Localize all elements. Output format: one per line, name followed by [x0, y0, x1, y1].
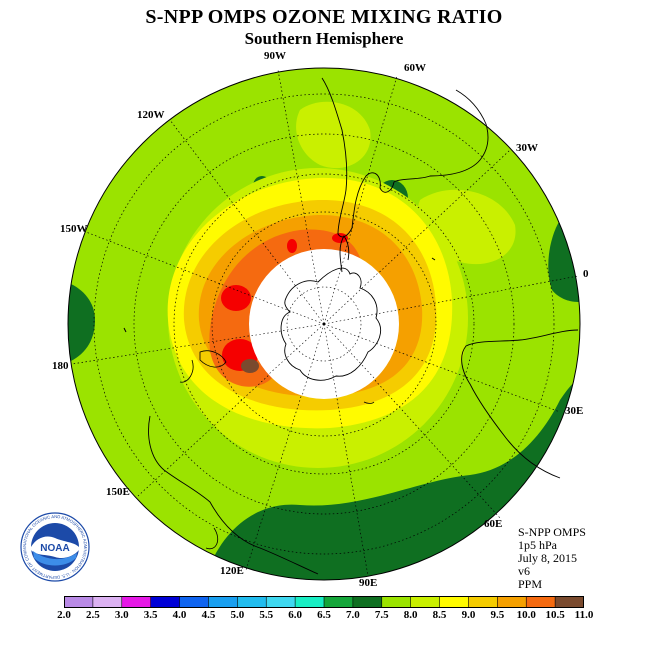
colorbar-tick-label: 10.0	[516, 609, 536, 621]
lon-label-150e: 150E	[106, 486, 130, 498]
colorbar-swatch	[497, 596, 527, 608]
south-america-coastline	[321, 77, 489, 238]
lon-label-120w: 120W	[137, 109, 165, 121]
colorbar-tick-label: 3.0	[114, 609, 129, 621]
colorbar-swatch	[526, 596, 556, 608]
colorbar-swatch	[352, 596, 383, 608]
colorbar-swatch	[237, 596, 267, 608]
colorbar-swatch	[150, 596, 180, 608]
lon-label-150w: 150W	[60, 223, 88, 235]
lon-label-60w: 60W	[404, 62, 426, 74]
noaa-logo: NOAA NATIONAL OCEANIC AND ATMOSPHERIC AD…	[20, 512, 90, 582]
colorbar-swatch	[64, 596, 94, 608]
info-version: v6	[518, 564, 530, 578]
colorbar-swatch	[208, 596, 238, 608]
colorbar-swatch	[381, 596, 411, 608]
colorbar-swatch	[555, 596, 584, 608]
info-instrument: S-NPP OMPS	[518, 525, 586, 539]
colorbar-tick-label: 2.5	[86, 609, 100, 621]
max-11.0	[241, 359, 259, 373]
new-zealand-coastline	[199, 350, 227, 368]
colorbar-tick-label: 2.0	[57, 609, 71, 621]
info-date: July 8, 2015	[518, 551, 578, 565]
info-units: PPM	[518, 577, 543, 591]
lon-label-90e: 90E	[359, 577, 378, 589]
map-title: S-NPP OMPS OZONE MIXING RATIO	[145, 6, 503, 28]
colorbar-swatch	[121, 596, 151, 608]
colorbar	[64, 596, 584, 608]
colorbar-tick-label: 4.5	[201, 609, 216, 621]
info-level: 1p5 hPa	[518, 538, 557, 552]
colorbar-tick-label: 6.0	[288, 609, 302, 621]
lon-label-30e: 30E	[565, 405, 584, 417]
tasmania-coastline	[205, 527, 219, 550]
field-8.0-north	[296, 101, 371, 169]
lon-label-60e: 60E	[484, 518, 503, 530]
max-10.5-north	[287, 239, 297, 253]
colorbar-tick-label: 9.5	[490, 609, 505, 621]
lon-label-180: 180	[52, 360, 69, 372]
lon-label-0: 0	[583, 268, 589, 280]
australia-coastline	[148, 415, 319, 575]
colorbar-tick-label: 7.5	[374, 609, 389, 621]
south-pole-marker	[322, 322, 326, 326]
colorbar-tick-label: 3.5	[143, 609, 158, 621]
colorbar-swatch	[92, 596, 123, 608]
colorbar-tick-label: 11.0	[574, 609, 594, 621]
lon-label-120e: 120E	[220, 565, 244, 577]
map-subtitle: Southern Hemisphere	[244, 29, 404, 48]
colorbar-tick-label: 8.5	[432, 609, 447, 621]
colorbar-swatch	[295, 596, 325, 608]
lon-label-30w: 30W	[516, 142, 538, 154]
noaa-logo-text: NOAA	[40, 543, 69, 554]
colorbar-tick-label: 7.0	[346, 609, 360, 621]
colorbar-tick-label: 9.0	[461, 609, 476, 621]
lon-label-90w: 90W	[264, 50, 286, 62]
field-7.0-east	[548, 220, 580, 302]
colorbar-swatch	[266, 596, 296, 608]
antarctica-coastline	[280, 267, 381, 381]
antarctic-peninsula	[339, 235, 350, 273]
max-10.5-west	[221, 285, 251, 311]
colorbar-tick-label: 4.0	[172, 609, 187, 621]
colorbar-tick-label: 10.5	[545, 609, 565, 621]
africa-coastline	[461, 329, 579, 479]
colorbar-swatch	[324, 596, 354, 608]
colorbar-tick-label: 8.0	[403, 609, 418, 621]
colorbar-swatch	[179, 596, 209, 608]
colorbar-swatch	[439, 596, 469, 608]
map-border	[67, 67, 581, 581]
colorbar-tick-label: 5.5	[259, 609, 274, 621]
colorbar-tick-label: 6.5	[317, 609, 331, 621]
colorbar-tick-label: 5.0	[230, 609, 245, 621]
colorbar-swatch	[468, 596, 498, 608]
colorbar-swatch	[410, 596, 440, 608]
